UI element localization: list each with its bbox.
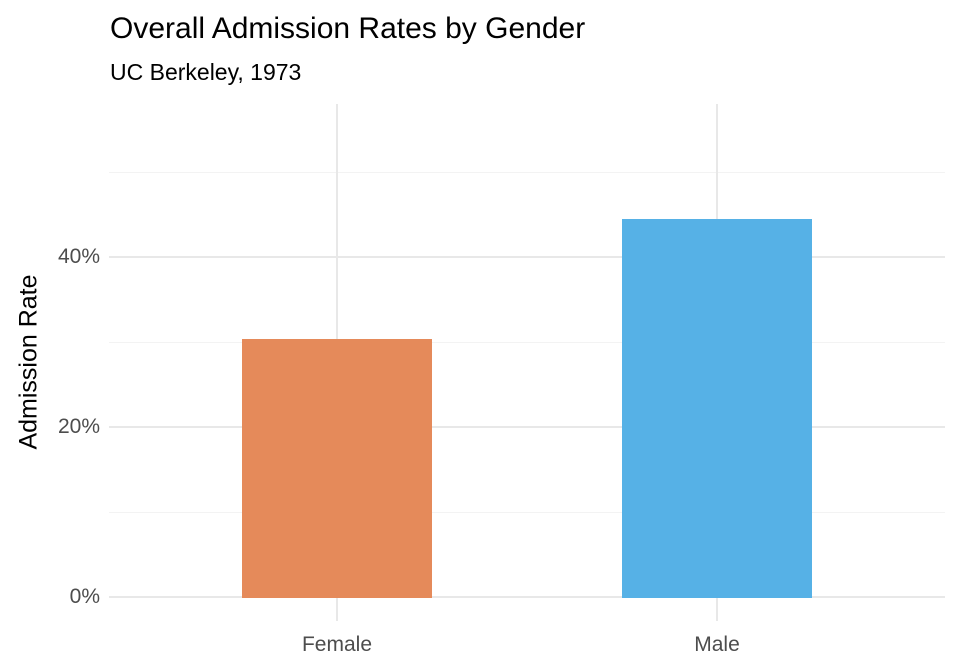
y-tick-label: 20% [57, 415, 100, 438]
x-tick-label: Male [694, 633, 740, 656]
chart-panel [109, 104, 945, 621]
chart-title: Overall Admission Rates by Gender [110, 12, 586, 45]
gridline-major [109, 426, 945, 428]
bar-female [242, 338, 432, 598]
y-tick-label: 0% [69, 585, 100, 608]
chart-subtitle: UC Berkeley, 1973 [110, 59, 302, 85]
bar-male [622, 218, 812, 598]
gridline-minor [109, 511, 945, 513]
gridline-major [109, 596, 945, 598]
x-tick-label: Female [301, 633, 373, 656]
gridline-minor [109, 171, 945, 173]
gridline-major [109, 256, 945, 258]
y-tick-label: 40% [57, 245, 100, 268]
gridline-minor [109, 341, 945, 343]
